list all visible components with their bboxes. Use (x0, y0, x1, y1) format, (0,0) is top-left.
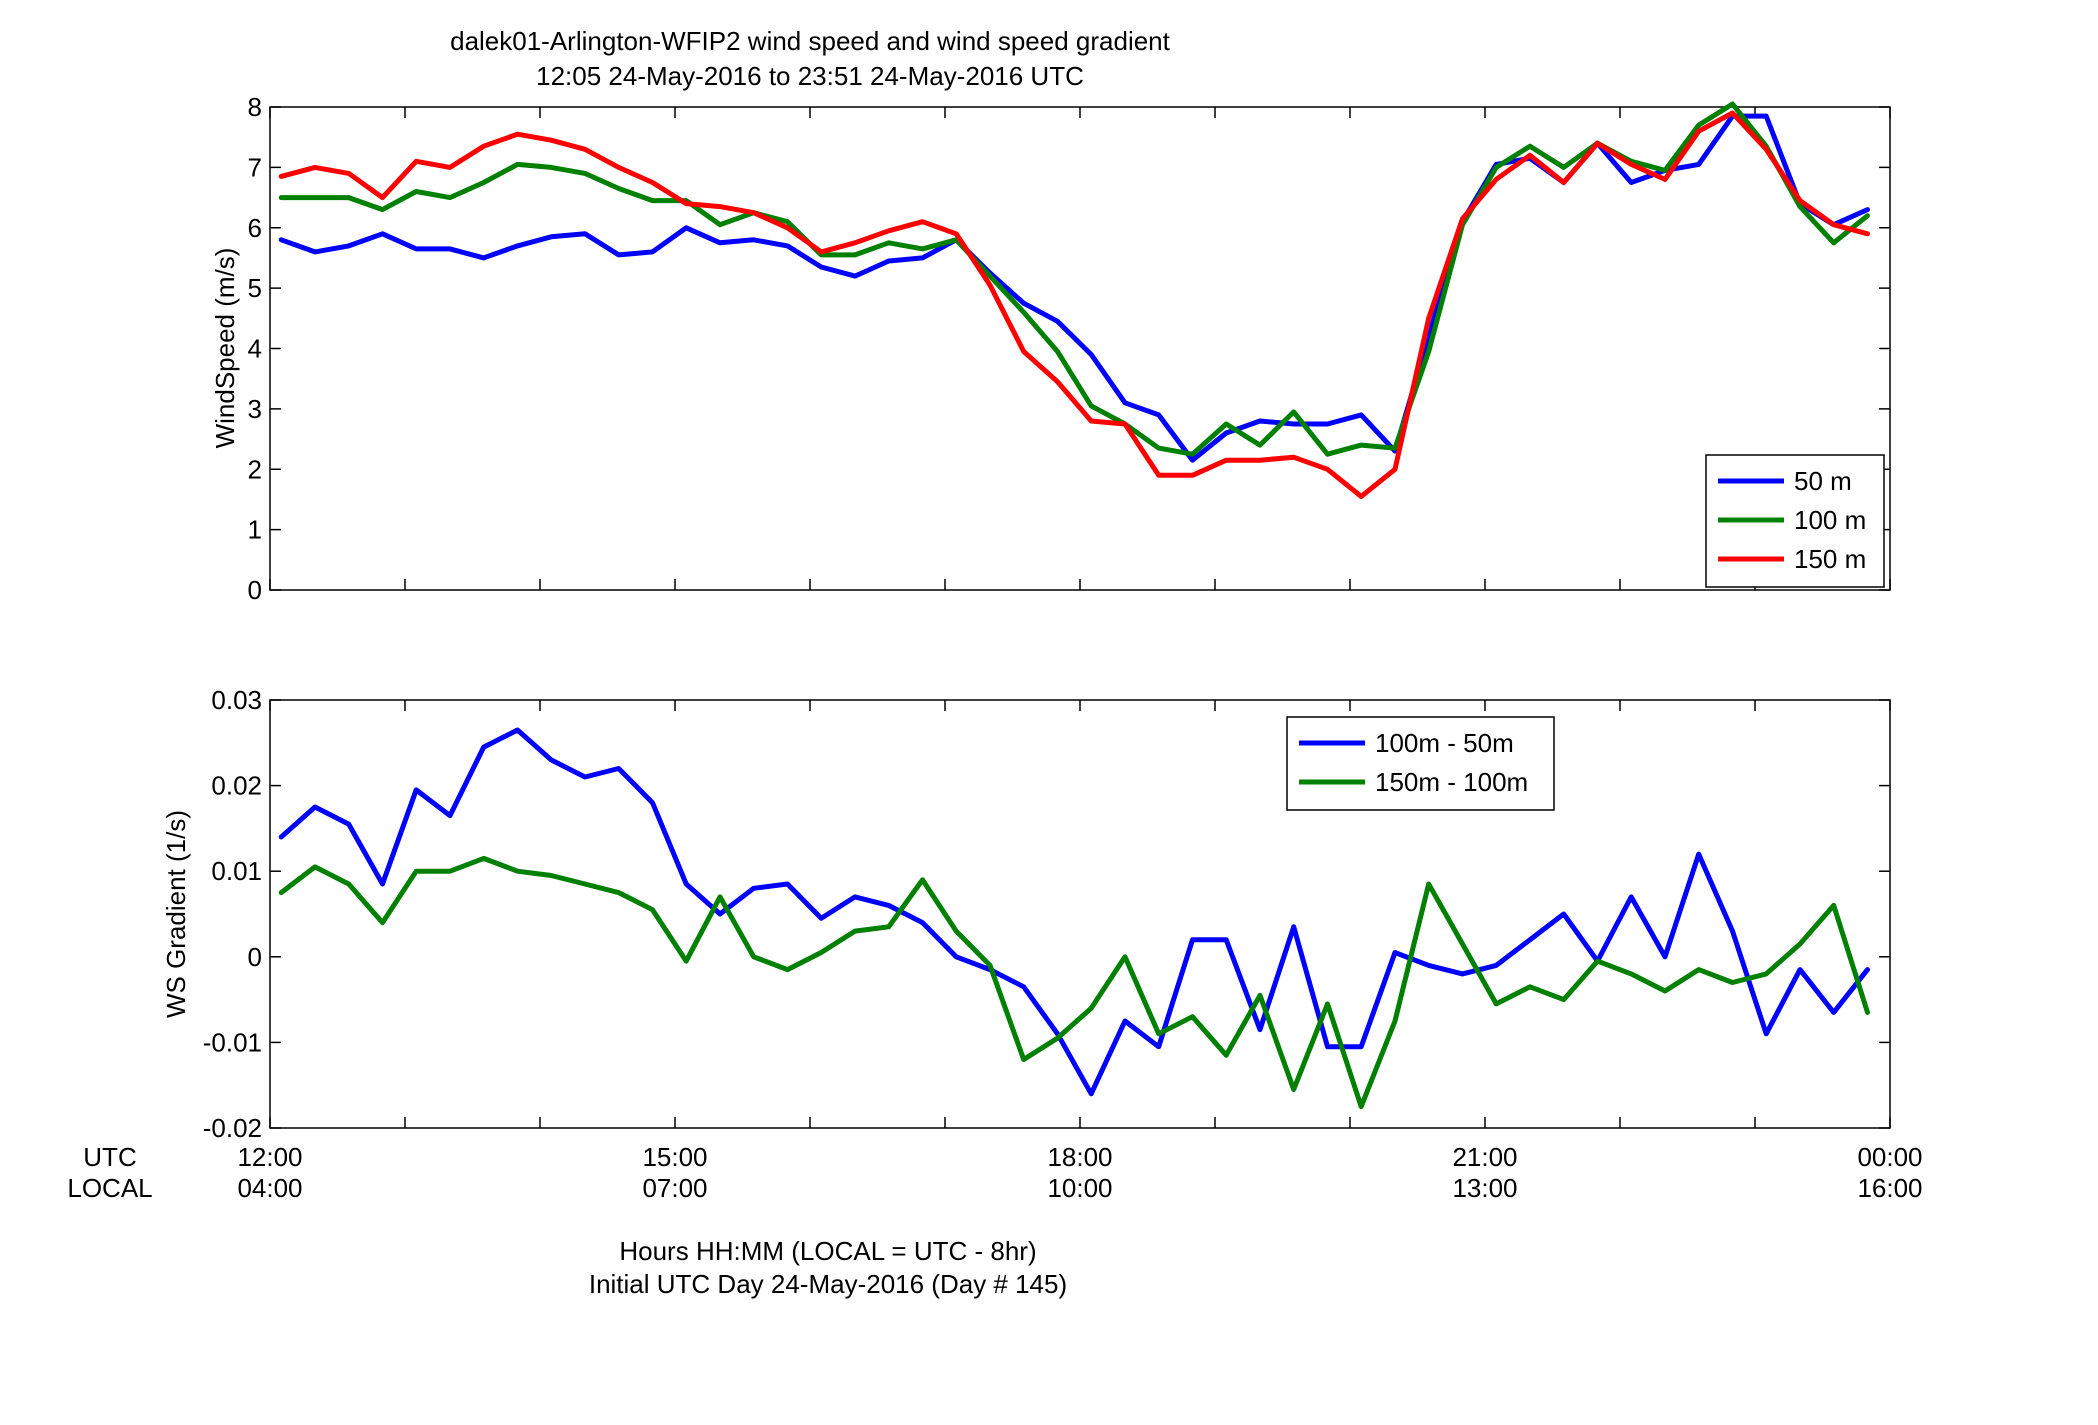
gradient-panel: -0.02 -0.01 0 0.01 0.02 0.03 WS Gradient (1/s… (161, 685, 1891, 1143)
xlabel-line1: Hours HH:MM (LOCAL = UTC - 8hr) (619, 1236, 1036, 1266)
windspeed-ytick-label: 4 (248, 334, 262, 364)
gradient-ytick-label: 0.03 (211, 685, 262, 715)
local-tick-label: 13:00 (1452, 1173, 1517, 1203)
utc-tick-label: 21:00 (1452, 1142, 1517, 1172)
xlabel-line2: Initial UTC Day 24-May-2016 (Day # 145) (589, 1269, 1067, 1299)
local-tick-label: 10:00 (1047, 1173, 1112, 1203)
windspeed-ylabel: WindSpeed (m/s) (210, 248, 240, 449)
windspeed-legend: 50 m 100 m 150 m (1705, 454, 1885, 588)
windspeed-ytick-label: 6 (248, 213, 262, 243)
x-tick-labels: 12:00 15:00 18:00 21:00 00:00 04:00 07:00 10:00… (237, 1142, 1922, 1203)
gradient-legend-label: 150m - 100m (1375, 767, 1528, 797)
gradient-legend-label: 100m - 50m (1375, 728, 1514, 758)
figure-title-line2: 12:05 24-May-2016 to 23:51 24-May-2016 U… (536, 61, 1084, 91)
windspeed-legend-label: 50 m (1794, 466, 1852, 496)
windspeed-panel: 0 1 2 3 4 5 6 7 8 WindSpeed (m/s) 50 m 100 m 150 m (210, 92, 1891, 605)
gradient-legend-box (1286, 716, 1555, 811)
windspeed-series-group (278, 101, 1870, 499)
gradient-ytick-label: 0 (248, 942, 262, 972)
windspeed-legend-label: 100 m (1794, 505, 1866, 535)
figure-title-line1: dalek01-Arlington-WFIP2 wind speed and w… (450, 26, 1171, 56)
windspeed-ytick-label: 3 (248, 394, 262, 424)
windspeed-ytick-label: 0 (248, 575, 262, 605)
utc-tick-label: 00:00 (1857, 1142, 1922, 1172)
gradient-series-line-0 (278, 727, 1870, 1097)
local-row-label: LOCAL (67, 1173, 152, 1203)
gradient-ytick-label: -0.02 (203, 1113, 262, 1143)
local-tick-label: 04:00 (237, 1173, 302, 1203)
gradient-legend: 100m - 50m 150m - 100m (1286, 716, 1555, 811)
utc-tick-label: 15:00 (642, 1142, 707, 1172)
gradient-ytick-label: 0.02 (211, 771, 262, 801)
windspeed-series-line-0 (278, 113, 1870, 463)
windspeed-ytick-label: 7 (248, 152, 262, 182)
windspeed-legend-label: 150 m (1794, 544, 1866, 574)
windspeed-series-line-2 (278, 110, 1870, 499)
windspeed-plot-frame (269, 106, 1891, 591)
gradient-ylabel: WS Gradient (1/s) (161, 810, 191, 1018)
gradient-ytick-label: 0.01 (211, 856, 262, 886)
utc-tick-label: 12:00 (237, 1142, 302, 1172)
gradient-series-line-1 (278, 855, 1870, 1110)
gradient-plot-frame (269, 699, 1891, 1129)
windspeed-ytick-label: 2 (248, 454, 262, 484)
windspeed-ticks: 0 1 2 3 4 5 6 7 8 (248, 92, 1891, 605)
utc-row-label: UTC (83, 1142, 136, 1172)
windspeed-ytick-label: 1 (248, 515, 262, 545)
gradient-ticks: -0.02 -0.01 0 0.01 0.02 0.03 (203, 685, 1891, 1143)
windspeed-ytick-label: 8 (248, 92, 262, 122)
windspeed-ytick-label: 5 (248, 273, 262, 303)
gradient-series-group (278, 727, 1870, 1110)
utc-tick-label: 18:00 (1047, 1142, 1112, 1172)
local-tick-label: 16:00 (1857, 1173, 1922, 1203)
local-tick-label: 07:00 (642, 1173, 707, 1203)
gradient-ytick-label: -0.01 (203, 1027, 262, 1057)
